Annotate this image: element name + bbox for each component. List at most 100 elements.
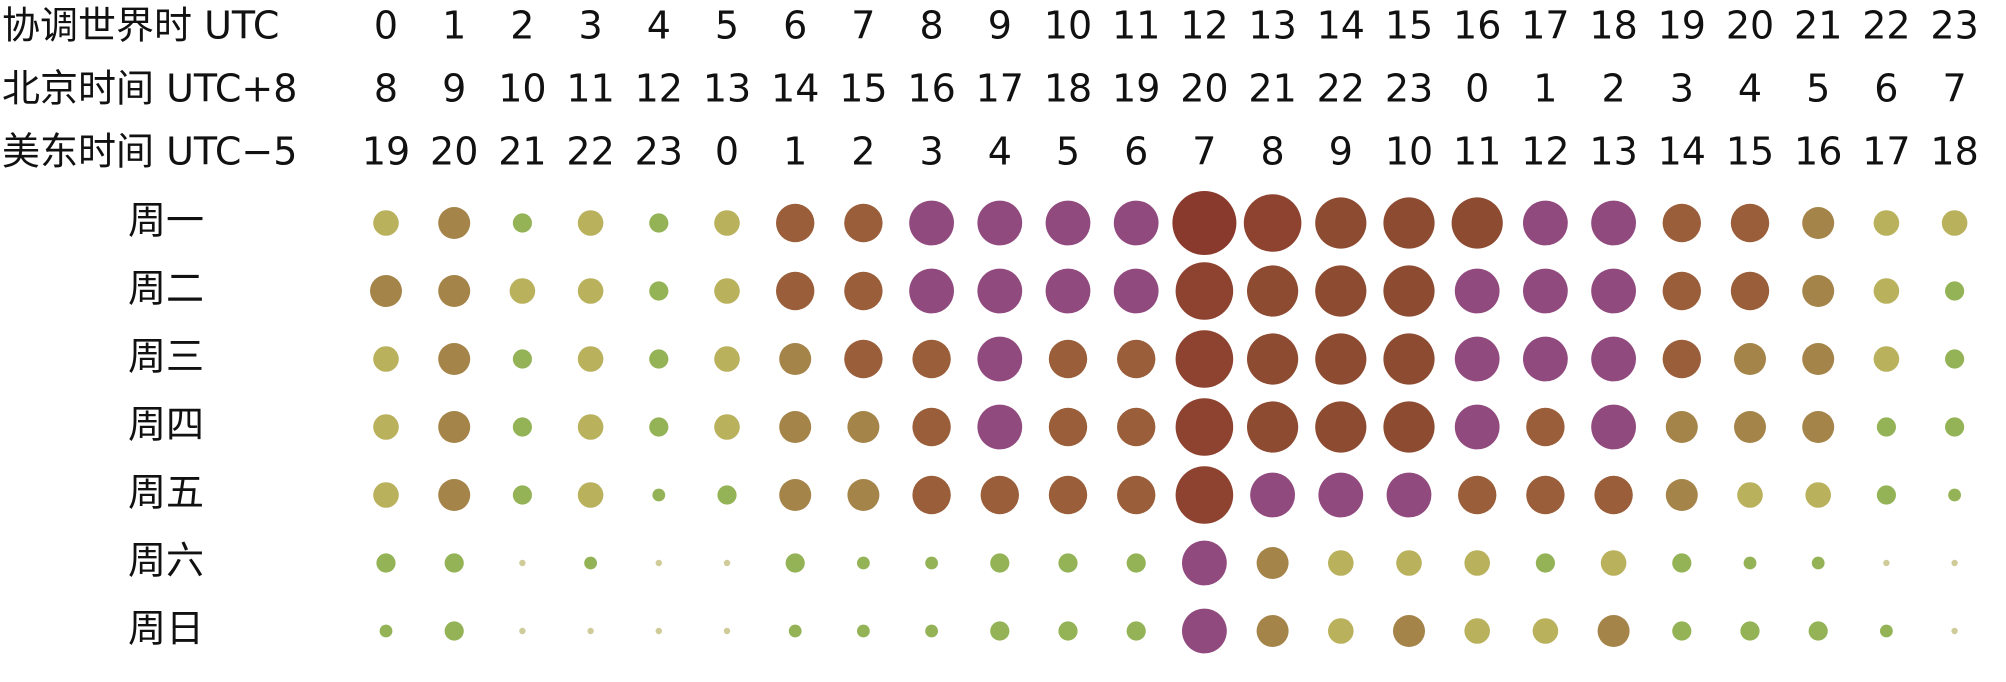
bubble (1876, 485, 1896, 505)
bubble (1247, 333, 1299, 385)
bubble (977, 336, 1023, 382)
bubble (577, 346, 604, 372)
hour-label: 19 (362, 130, 410, 174)
bubble (847, 411, 880, 443)
bubble (1945, 281, 1965, 301)
bubble (1451, 197, 1503, 249)
bubble (844, 339, 883, 379)
bubble (1315, 197, 1367, 249)
bubble (1383, 333, 1435, 385)
bubble (373, 482, 399, 508)
bubble (714, 414, 740, 440)
hour-label: 1 (1533, 67, 1557, 111)
hour-label: 13 (703, 67, 751, 111)
bubble (1662, 203, 1702, 243)
hour-label: 2 (510, 4, 534, 48)
bubble (1315, 333, 1367, 385)
bubble (857, 556, 870, 570)
bubble (1662, 339, 1702, 379)
bubble (519, 627, 526, 635)
bubble (1811, 556, 1825, 570)
bubble (1740, 621, 1760, 641)
bubble (1058, 621, 1078, 641)
bubble (1597, 615, 1630, 647)
bubble (1873, 210, 1900, 236)
bubble (373, 414, 399, 440)
bubble (649, 349, 669, 369)
hour-label: 10 (498, 67, 546, 111)
bubble (438, 343, 471, 375)
bubble (1117, 339, 1156, 379)
hour-label: 22 (1862, 4, 1910, 48)
bubble (1386, 472, 1432, 518)
bubble (723, 627, 731, 635)
hour-label: 5 (1056, 130, 1080, 174)
hour-label: 20 (430, 130, 478, 174)
bubble (512, 417, 533, 437)
bubble (1945, 417, 1965, 437)
hour-label: 4 (988, 130, 1012, 174)
hour-label: 6 (1874, 67, 1898, 111)
bubble (788, 624, 802, 638)
bubble (1175, 262, 1234, 320)
bubble (1591, 268, 1636, 314)
bubble (1113, 200, 1159, 246)
bubble (714, 210, 740, 236)
bubble (438, 207, 471, 239)
bubble (1256, 615, 1289, 647)
bubble (1805, 482, 1831, 508)
bubble (925, 556, 938, 570)
bubble (1393, 615, 1425, 647)
bubble (1591, 404, 1636, 450)
bubble (512, 213, 533, 233)
hour-label: 7 (1943, 67, 1967, 111)
hour-label: 2 (851, 130, 875, 174)
hour-label: 0 (1465, 67, 1489, 111)
bubble (1672, 621, 1692, 641)
hour-label: 6 (783, 4, 807, 48)
hour-label: 16 (907, 67, 955, 111)
bubble (1535, 553, 1555, 573)
bubble (1454, 404, 1500, 450)
bubble (1802, 207, 1835, 239)
bubble (1048, 407, 1088, 447)
hour-label: 17 (1521, 4, 1569, 48)
bubble (1526, 407, 1565, 447)
bubble (577, 210, 604, 236)
bubble (577, 482, 604, 508)
bubble (1873, 278, 1900, 304)
day-label: 周二 (128, 267, 204, 311)
bubble (1250, 472, 1295, 518)
bubble (1737, 482, 1763, 508)
bubble (512, 349, 533, 369)
bubble (1048, 475, 1088, 515)
bubble (438, 411, 471, 443)
bubble (779, 411, 812, 443)
hour-label: 3 (579, 4, 603, 48)
bubble (1175, 398, 1234, 456)
bubble (1383, 401, 1435, 453)
bubble (1523, 336, 1568, 382)
bubble (1247, 265, 1299, 317)
bubble (1454, 268, 1500, 314)
bubble (1045, 268, 1091, 314)
bubble (1743, 556, 1757, 570)
bubble (779, 343, 812, 375)
hour-label: 14 (771, 67, 819, 111)
bubble (1126, 553, 1146, 573)
bubble (912, 475, 951, 515)
hour-label: 23 (1930, 4, 1978, 48)
bubble (909, 268, 954, 314)
hour-label: 8 (374, 67, 398, 111)
hour-label: 10 (1044, 4, 1092, 48)
hour-label: 5 (1806, 67, 1830, 111)
bubble (717, 485, 737, 505)
day-label: 周五 (128, 471, 204, 515)
bubble (1175, 466, 1234, 524)
hour-label: 9 (1329, 130, 1353, 174)
bubble (1951, 559, 1958, 567)
bubble (857, 624, 870, 638)
hour-label: 22 (566, 130, 614, 174)
bubble (512, 485, 533, 505)
bubble (379, 624, 393, 638)
